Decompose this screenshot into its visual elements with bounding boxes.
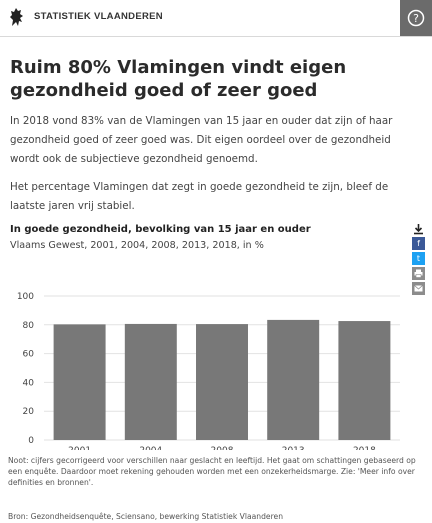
- chart-title: In goede gezondheid, bevolking van 15 ja…: [10, 224, 311, 235]
- bar: [124, 323, 177, 440]
- bar: [196, 324, 248, 440]
- x-tick-label: 2018: [353, 446, 376, 450]
- y-tick-label: 100: [17, 292, 34, 302]
- email-button[interactable]: [412, 282, 425, 295]
- chart-source: Bron: Gezondheidsenquête, Sciensano, bew…: [8, 512, 284, 521]
- bar-chart: 0 20 40 60 80 100 2001 2004 2008 2013 2018: [17, 292, 400, 450]
- facebook-share-button[interactable]: f: [412, 237, 425, 250]
- facebook-icon: f: [417, 239, 420, 248]
- chart-subtitle: Vlaams Gewest, 2001, 2004, 2008, 2013, 2…: [10, 240, 264, 251]
- x-tick-label: 2013: [282, 446, 305, 450]
- y-tick-label: 60: [23, 350, 35, 360]
- download-button[interactable]: [412, 222, 425, 235]
- y-tick-label: 20: [23, 407, 35, 417]
- brand-name[interactable]: STATISTIEK VLAANDEREN: [34, 11, 163, 22]
- bar: [267, 319, 320, 440]
- intro-paragraph: In 2018 vond 83% van de Vlamingen van 15…: [10, 115, 393, 165]
- bar: [53, 324, 106, 440]
- twitter-share-button[interactable]: t: [412, 252, 425, 265]
- twitter-icon: t: [416, 254, 421, 263]
- download-icon: [414, 223, 423, 234]
- bar: [338, 321, 391, 440]
- print-icon: [414, 269, 423, 278]
- help-button[interactable]: ?: [400, 0, 432, 36]
- y-tick-label: 0: [28, 436, 34, 446]
- print-button[interactable]: [412, 267, 425, 280]
- stability-paragraph: Het percentage Vlamingen dat zegt in goe…: [10, 181, 389, 212]
- site-header: STATISTIEK VLAANDEREN ?: [0, 0, 432, 37]
- x-tick-label: 2008: [211, 446, 234, 450]
- page-title: Ruim 80% Vlamingen vindt eigen gezondhei…: [10, 57, 347, 101]
- x-tick-label: 2004: [139, 446, 162, 450]
- help-icon: ?: [407, 9, 425, 27]
- chart-note: Noot: cijfers gecorrigeerd voor verschil…: [8, 456, 416, 487]
- svg-text:?: ?: [413, 12, 419, 25]
- y-tick-label: 40: [23, 378, 35, 388]
- email-icon: [414, 285, 423, 292]
- y-tick-label: 80: [23, 321, 35, 331]
- x-tick-label: 2001: [68, 446, 91, 450]
- flemish-lion-logo-icon[interactable]: [8, 6, 26, 28]
